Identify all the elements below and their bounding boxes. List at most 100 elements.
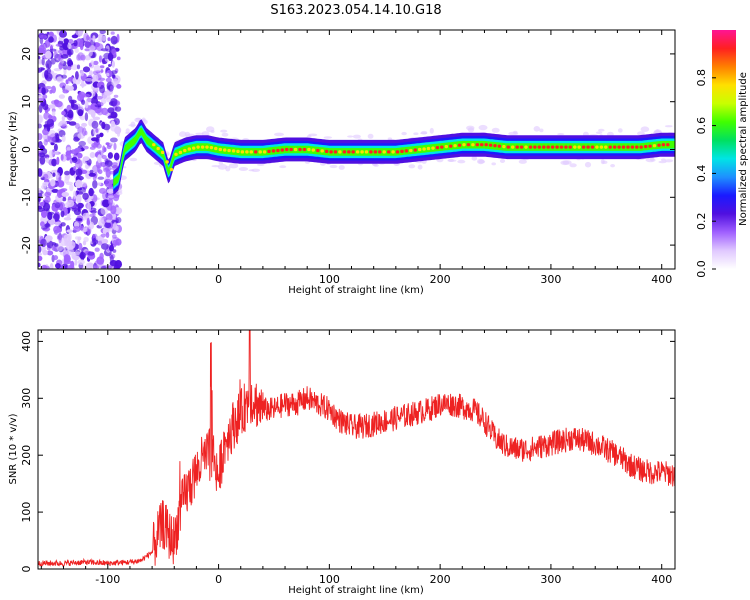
haze-blob	[217, 163, 228, 170]
noise-blob	[38, 152, 46, 158]
haze-blob	[569, 163, 577, 168]
noise-blob	[81, 122, 88, 127]
ridge-peak	[400, 149, 404, 153]
haze-blob	[129, 157, 138, 162]
x-tick-label: 400	[651, 573, 672, 586]
ridge-peak	[630, 145, 635, 149]
noise-blob	[102, 145, 106, 153]
ridge-peak	[635, 145, 639, 149]
noise-blob	[53, 68, 62, 72]
ridge-peak	[435, 146, 440, 150]
ridge-peak	[559, 145, 564, 149]
noise-blob	[42, 103, 49, 111]
noise-blob	[110, 111, 118, 119]
ridge-peak	[236, 149, 240, 153]
ridge-peak	[165, 160, 169, 164]
noise-blob	[86, 34, 90, 41]
ridge-peak	[209, 146, 214, 150]
noise-blob	[75, 168, 83, 177]
y-tick-label: 0	[20, 566, 33, 573]
noise-blob	[106, 219, 111, 223]
noise-blob	[105, 77, 112, 83]
noise-blob	[105, 213, 113, 222]
ridge-peak	[475, 143, 479, 147]
ridge-peak	[227, 148, 231, 153]
noise-blob	[38, 104, 43, 113]
ridge-peak	[506, 145, 510, 149]
noise-blob	[64, 178, 70, 184]
haze-blob	[352, 134, 361, 139]
ridge-peak	[537, 145, 541, 149]
noise-blob	[43, 223, 51, 227]
noise-blob	[101, 35, 107, 42]
noise-blob	[52, 172, 56, 177]
noise-blob	[38, 153, 41, 162]
noise-blob	[98, 55, 102, 63]
noise-blob	[42, 94, 48, 99]
noise-blob	[45, 50, 52, 60]
ridge-peak	[187, 147, 191, 151]
haze-blob	[323, 136, 332, 139]
noise-blob	[61, 116, 66, 121]
noise-blob	[38, 245, 42, 254]
haze-blob	[610, 164, 615, 168]
noise-blob	[98, 219, 105, 227]
haze-blob	[206, 126, 215, 133]
ridge-peak	[329, 150, 333, 154]
noise-blob	[98, 77, 106, 82]
snr-x-axis-label: Height of straight line (km)	[288, 585, 424, 596]
noise-blob	[66, 157, 70, 161]
noise-blob	[42, 249, 48, 256]
ridge-peak	[364, 150, 369, 154]
noise-blob	[86, 219, 91, 226]
haze-blob	[518, 159, 527, 164]
ridge-peak	[564, 145, 568, 149]
noise-blob	[59, 30, 67, 38]
haze-blob	[238, 167, 249, 171]
noise-blob	[38, 255, 43, 262]
noise-blob	[101, 238, 109, 244]
ridge-peak	[493, 144, 497, 148]
haze-blob	[467, 127, 475, 133]
noise-blob	[104, 222, 112, 229]
noise-blob	[46, 250, 54, 256]
haze-blob	[367, 133, 374, 139]
haze-blob	[429, 127, 434, 134]
noise-blob	[77, 236, 82, 241]
ridge-peak	[218, 147, 222, 152]
noise-blob	[54, 202, 61, 209]
noise-blob	[70, 99, 75, 108]
noise-blob	[93, 65, 101, 72]
noise-blob	[38, 262, 41, 268]
noise-blob	[53, 225, 61, 234]
ridge-peak	[152, 143, 156, 147]
noise-blob	[84, 55, 91, 61]
colorbar: 0.0 0.2 0.4 0.6 0.8 Normalized spectral ampl…	[695, 30, 749, 278]
ridge-peak	[351, 150, 355, 154]
noise-blob	[107, 37, 111, 42]
noise-blob	[61, 192, 70, 197]
noise-blob	[107, 198, 114, 205]
noise-blob	[50, 179, 56, 187]
ridge-peak	[657, 143, 661, 147]
ridge-peak	[387, 150, 391, 154]
noise-blob	[105, 158, 109, 166]
noise-blob	[54, 221, 62, 225]
noise-blob	[76, 54, 81, 61]
noise-blob	[77, 152, 83, 159]
haze-blob	[128, 124, 137, 127]
ridge-peak	[320, 149, 324, 153]
noise-blob	[74, 147, 82, 153]
ridge-peak	[347, 150, 351, 154]
noise-blob	[89, 152, 96, 158]
colorbar-tick-label: 0.0	[695, 260, 708, 278]
haze-blob	[218, 162, 224, 165]
haze-blob	[598, 128, 605, 132]
ridge-peak	[178, 150, 183, 154]
y-tick-label: 0	[20, 146, 33, 153]
noise-blob	[69, 184, 74, 192]
noise-blob	[80, 115, 85, 121]
noise-blob	[38, 123, 42, 129]
ridge-peak	[298, 147, 302, 152]
